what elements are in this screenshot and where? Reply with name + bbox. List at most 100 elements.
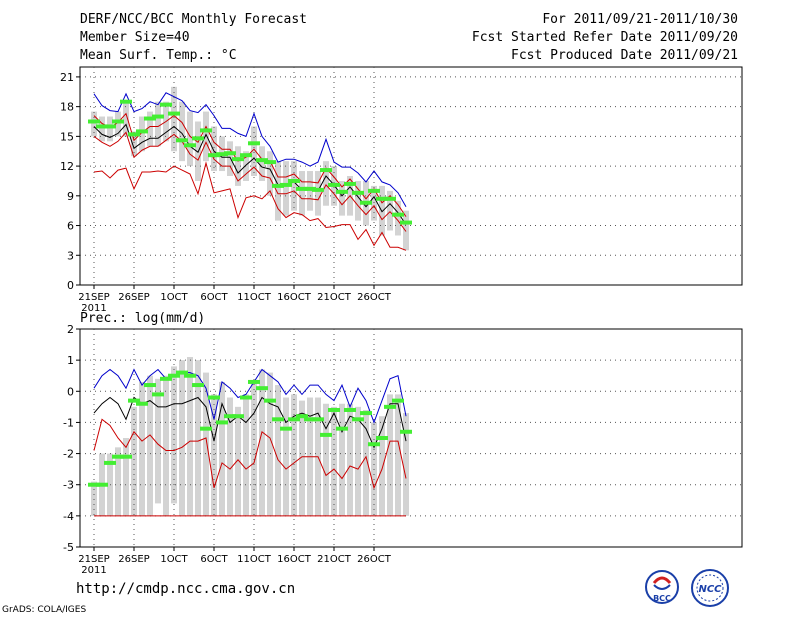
prec-observed-mark xyxy=(248,379,260,384)
temp-spread-box xyxy=(139,116,145,152)
website-url[interactable]: http://cmdp.ncc.cma.gov.cn xyxy=(76,581,296,597)
temp-observed-mark xyxy=(104,124,116,129)
bcc-logo-text: BCC xyxy=(653,594,671,603)
prec-spread-box xyxy=(379,416,385,516)
temp-spread-box xyxy=(323,161,329,206)
temp-observed-mark xyxy=(280,182,292,187)
temp-observed-mark xyxy=(256,158,268,163)
prec-spread-box xyxy=(243,394,249,516)
prec-observed-mark xyxy=(168,373,180,378)
temp-ytick-label: 12 xyxy=(60,160,74,173)
prec-observed-mark xyxy=(200,426,212,431)
temp-observed-mark xyxy=(272,183,284,188)
forecast-period: For 2011/09/21-2011/10/30 xyxy=(542,12,738,27)
prec-xtick-label: 21OCT xyxy=(317,554,352,565)
prec-xtick-year: 2011 xyxy=(81,565,106,576)
prec-xtick-label: 6OCT xyxy=(200,554,228,565)
temp-spread-box xyxy=(299,171,305,216)
prec-observed-mark xyxy=(136,401,148,406)
temp-xtick-label: 6OCT xyxy=(200,292,228,303)
temp-spread-box xyxy=(371,185,377,221)
temp-spread-box xyxy=(283,161,289,216)
prec-observed-mark xyxy=(400,429,412,434)
prec-observed-mark xyxy=(320,432,332,437)
temp-spread-box xyxy=(275,161,281,221)
temp-spread-box xyxy=(339,180,345,216)
temp-lower-line xyxy=(93,131,407,232)
prec-observed-mark xyxy=(376,436,388,440)
prec-spread-box xyxy=(339,403,345,516)
temp-spread-box xyxy=(91,111,97,137)
prec-frame xyxy=(79,328,743,548)
temp-observed-mark xyxy=(376,196,388,201)
prec-ytick-label: -5 xyxy=(63,541,74,554)
forecast-started-date: Fcst Started Refer Date 2011/09/20 xyxy=(471,30,738,45)
prec-observed-mark xyxy=(232,414,244,419)
temp-observed-mark xyxy=(360,200,372,205)
temp-spread-box xyxy=(115,111,121,137)
temp-spread-box xyxy=(99,116,105,142)
prec-observed-mark xyxy=(368,442,380,447)
temp-observed-mark xyxy=(184,143,196,148)
temp-frame xyxy=(79,66,743,286)
prec-observed-mark xyxy=(280,426,292,431)
prec-spread-box xyxy=(347,403,353,516)
temp-observed-mark xyxy=(128,132,140,137)
temp-spread-box xyxy=(171,86,177,152)
prec-observed-mark xyxy=(312,417,324,422)
temp-spread-box xyxy=(123,101,129,137)
temp-spread-box xyxy=(355,180,361,221)
prec-spread-box xyxy=(387,394,393,516)
temp-observed-mark xyxy=(176,138,188,143)
temp-observed-mark xyxy=(384,196,396,201)
prec-ytick-label: 0 xyxy=(67,385,74,398)
prec-observed-mark xyxy=(96,482,108,487)
temp-xtick-label: 21SEP xyxy=(78,292,109,303)
temp-spread-box xyxy=(107,116,113,142)
prec-spread-box xyxy=(115,447,121,516)
temp-observed-mark xyxy=(288,178,300,183)
prec-observed-mark xyxy=(288,417,300,422)
prec-spread-box xyxy=(91,481,97,516)
forecast-produced-date: Fcst Produced Date 2011/09/21 xyxy=(511,48,738,63)
prec-spread-box xyxy=(139,381,145,516)
prec-observed-mark xyxy=(352,417,364,422)
temp-xtick-label: 1OCT xyxy=(160,292,188,303)
temp-ytick-label: 6 xyxy=(67,220,74,233)
temp-spread-box xyxy=(403,210,409,251)
prec-observed-mark xyxy=(304,417,316,422)
temp-observed-mark xyxy=(216,152,228,157)
prec-ytick-label: 1 xyxy=(67,354,74,367)
prec-spread-box xyxy=(179,360,185,516)
temp-xtick-year: 2011 xyxy=(81,303,106,314)
grads-credit: GrADS: COLA/IGES xyxy=(2,605,87,615)
prec-observed-mark xyxy=(296,414,308,419)
temp-spread-box xyxy=(235,146,241,186)
prec-observed-mark xyxy=(360,411,372,416)
prec-spread-box xyxy=(275,385,281,516)
prec-spread-box xyxy=(131,406,137,516)
prec-ytick-label: -3 xyxy=(63,479,74,492)
temp-spread-box xyxy=(155,101,161,147)
prec-observed-mark xyxy=(120,454,132,459)
temp-spread-box xyxy=(259,146,265,181)
prec-ytick-label: -4 xyxy=(63,510,74,523)
temp-observed-mark xyxy=(96,124,108,129)
prec-observed-mark xyxy=(128,398,140,403)
prec-min-line xyxy=(93,418,407,490)
prec-spread-box xyxy=(219,381,225,516)
prec-spread-box xyxy=(203,372,209,516)
temp-ytick-label: 21 xyxy=(60,71,74,84)
temp-observed-mark xyxy=(144,116,156,121)
temp-spread-box xyxy=(315,171,321,216)
temp-observed-mark xyxy=(120,99,132,104)
prec-spread-box xyxy=(267,372,273,516)
temp-observed-mark xyxy=(304,186,316,191)
prec-observed-mark xyxy=(216,420,228,425)
prec-observed-mark xyxy=(240,395,252,400)
prec-xtick-label: 26OCT xyxy=(357,554,392,565)
temp-spread-box xyxy=(251,126,257,176)
prec-spread-box xyxy=(323,403,329,516)
